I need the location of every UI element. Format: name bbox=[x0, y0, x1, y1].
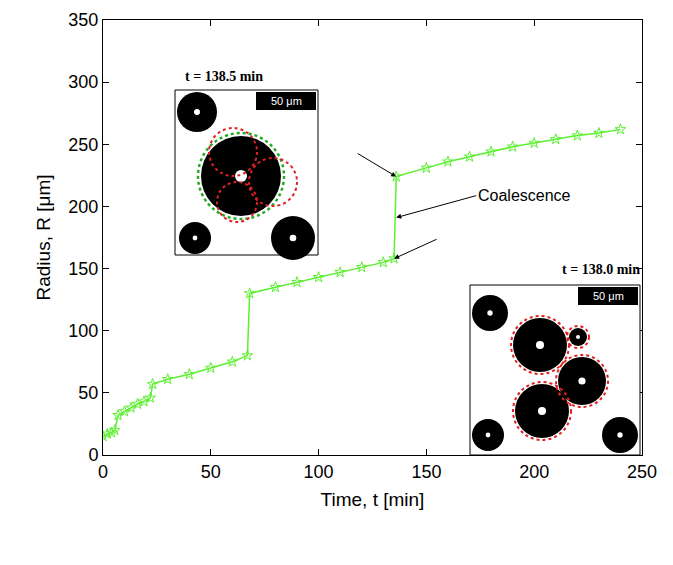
svg-text:350: 350 bbox=[68, 10, 98, 30]
svg-text:50 μm: 50 μm bbox=[271, 95, 302, 107]
svg-text:50 μm: 50 μm bbox=[593, 290, 624, 302]
svg-text:250: 250 bbox=[68, 135, 98, 155]
svg-text:Coalescence: Coalescence bbox=[478, 187, 571, 204]
svg-text:t = 138.5 min: t = 138.5 min bbox=[185, 69, 263, 84]
svg-text:100: 100 bbox=[304, 462, 334, 482]
svg-text:50: 50 bbox=[201, 462, 221, 482]
svg-text:300: 300 bbox=[68, 72, 98, 92]
svg-text:200: 200 bbox=[68, 197, 98, 217]
svg-text:150: 150 bbox=[68, 259, 98, 279]
svg-text:Radius, R [μm]: Radius, R [μm] bbox=[33, 174, 54, 300]
svg-text:50: 50 bbox=[78, 383, 98, 403]
svg-text:Time, t [min]: Time, t [min] bbox=[321, 489, 425, 510]
svg-text:200: 200 bbox=[519, 462, 549, 482]
svg-text:0: 0 bbox=[88, 445, 98, 465]
svg-text:100: 100 bbox=[68, 321, 98, 341]
svg-text:t = 138.0 min: t = 138.0 min bbox=[562, 262, 640, 277]
svg-text:0: 0 bbox=[98, 462, 108, 482]
svg-text:150: 150 bbox=[411, 462, 441, 482]
svg-text:250: 250 bbox=[627, 462, 657, 482]
